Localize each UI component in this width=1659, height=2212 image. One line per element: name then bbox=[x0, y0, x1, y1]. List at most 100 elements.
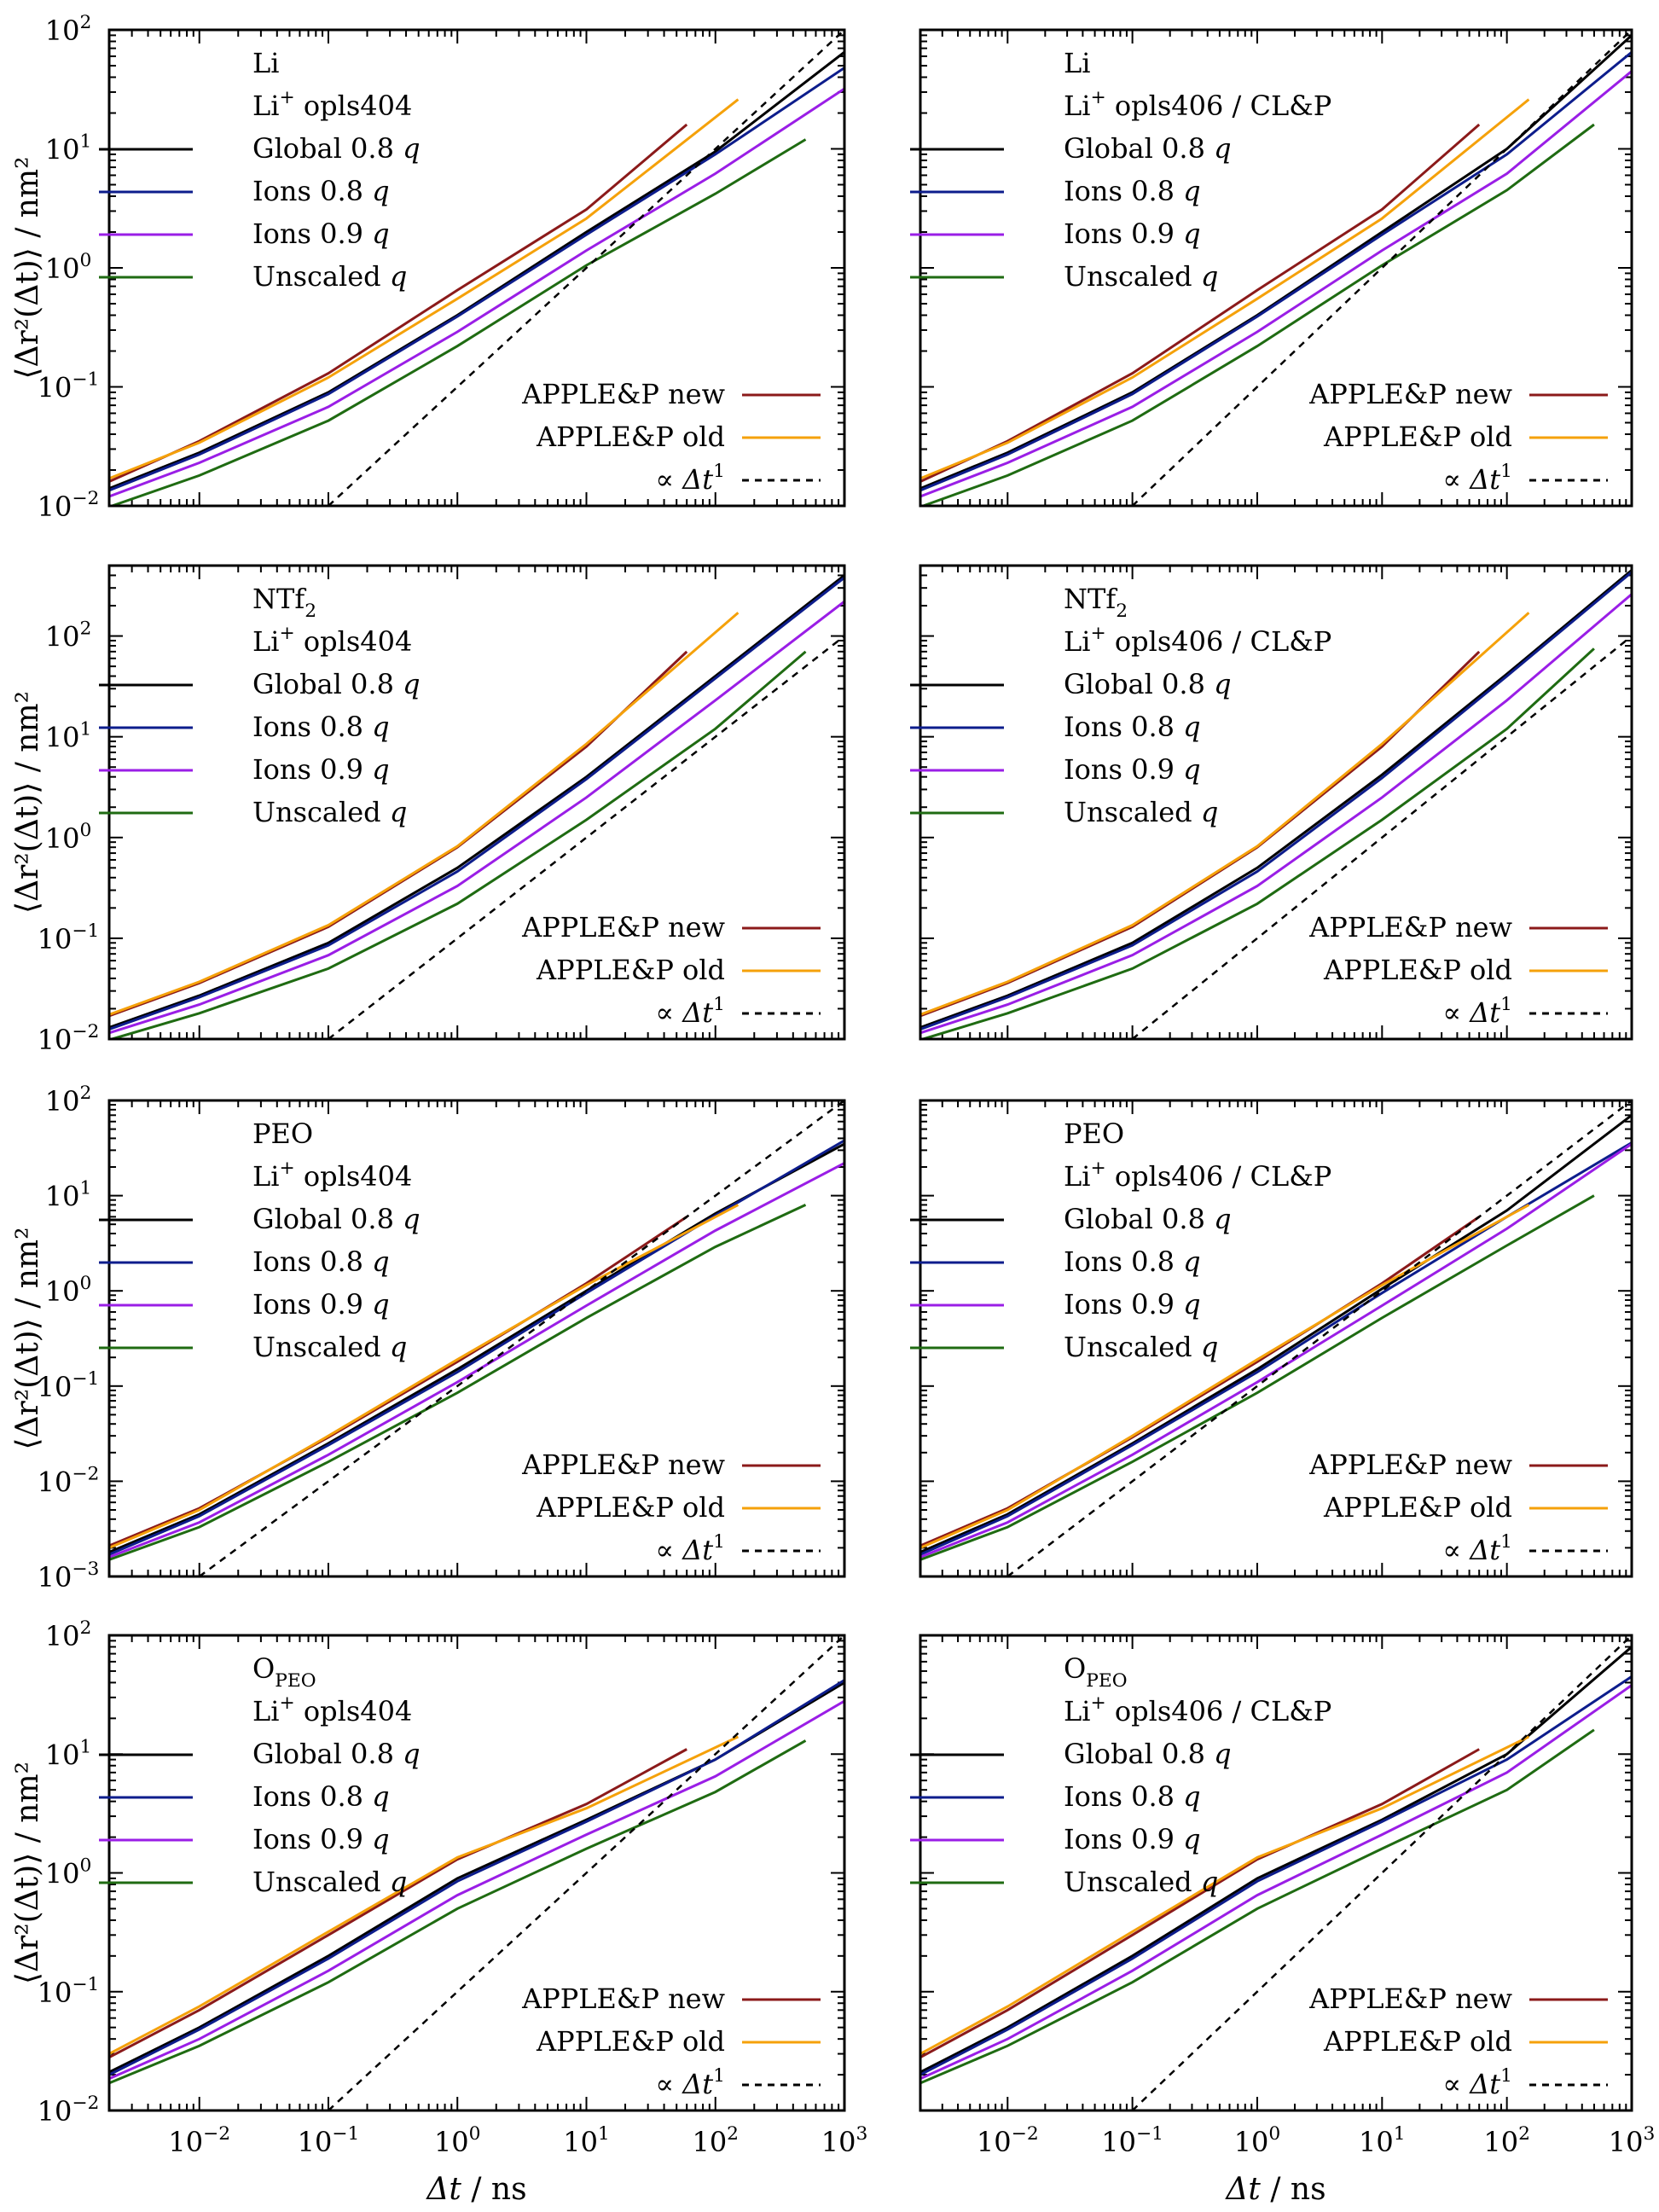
legend-bottom: APPLE&P new APPLE&P old ∝ Δt1 bbox=[521, 1983, 821, 2100]
series-line-6 bbox=[1006, 1100, 1632, 1576]
x-tick-label: 101 bbox=[1359, 2123, 1406, 2158]
plot-frame bbox=[107, 28, 846, 508]
x-tick-label: 102 bbox=[1483, 2123, 1530, 2158]
series-line-5 bbox=[109, 1735, 740, 2055]
legend-label: ∝ Δt1 bbox=[655, 1531, 725, 1566]
y-tick-label: 102 bbox=[45, 1617, 92, 1652]
y-tick-label: 100 bbox=[45, 1273, 92, 1308]
legend-bottom: APPLE&P new APPLE&P old ∝ Δt1 bbox=[1308, 911, 1608, 1029]
legend-label: Global 0.8 q bbox=[252, 668, 421, 700]
legend-label: Global 0.8 q bbox=[252, 132, 421, 165]
panel-title: Li bbox=[1064, 47, 1090, 79]
legend-bottom: APPLE&P new APPLE&P old ∝ Δt1 bbox=[1308, 1983, 1608, 2100]
y-axis-label: ⟨Δr²(Δt)⟩ / nm² bbox=[10, 1227, 45, 1449]
legend-label: APPLE&P old bbox=[1323, 2025, 1512, 2058]
plot-frame bbox=[107, 564, 846, 1041]
legend-label: Ions 0.8 q bbox=[252, 1245, 390, 1278]
panel-subtitle: Li+ opls406 / CL&P bbox=[1064, 1158, 1331, 1193]
legend-label: APPLE&P old bbox=[536, 1491, 725, 1524]
series-line-4 bbox=[109, 1216, 688, 1547]
panel-title: PEO bbox=[252, 1118, 313, 1150]
series-line-3 bbox=[920, 1728, 1595, 2085]
series-line-2 bbox=[109, 1699, 844, 2081]
legend-label: APPLE&P new bbox=[1308, 911, 1512, 943]
legend-label: Ions 0.9 q bbox=[252, 218, 390, 250]
series-line-4 bbox=[920, 1216, 1481, 1547]
panel-1: 10−2 10−1 100 101 102 ⟨Δr²(Δt)⟩ / nm² Li Li+ op… bbox=[10, 12, 846, 523]
legend-label: Ions 0.8 q bbox=[1064, 1245, 1201, 1278]
legend-label: Global 0.8 q bbox=[1064, 1738, 1232, 1770]
series-line-2 bbox=[109, 87, 844, 498]
panel-title: NTf2 bbox=[252, 583, 316, 622]
series-line-1 bbox=[920, 50, 1632, 492]
legend-label: Ions 0.9 q bbox=[1064, 218, 1201, 250]
series-line-6 bbox=[328, 635, 844, 1039]
x-axis-label: Δt / ns bbox=[425, 2172, 526, 2207]
legend-label: Ions 0.8 q bbox=[1064, 175, 1201, 207]
panel-subtitle: Li+ opls406 / CL&P bbox=[1064, 87, 1331, 122]
legend-label: Global 0.8 q bbox=[1064, 1203, 1232, 1235]
series-line-1 bbox=[109, 67, 844, 492]
x-tick-label: 101 bbox=[563, 2123, 610, 2158]
legend-label: APPLE&P old bbox=[536, 954, 725, 986]
legend-label: Ions 0.8 q bbox=[1064, 711, 1201, 743]
y-axis-label: ⟨Δr²(Δt)⟩ / nm² bbox=[10, 1762, 45, 1984]
legend-label: Ions 0.9 q bbox=[1064, 1823, 1201, 1855]
panel-7: 10−2 10−1 100 101 102 103 Δt / ns 10−2 10−1 100 10… bbox=[10, 1617, 867, 2207]
legend-bottom: APPLE&P new APPLE&P old ∝ Δt1 bbox=[521, 378, 821, 496]
y-axis-label: ⟨Δr²(Δt)⟩ / nm² bbox=[10, 691, 45, 914]
panel-3: 10−2 10−1 100 101 102 ⟨Δr²(Δt)⟩ / nm² NTf2Li+ … bbox=[10, 564, 846, 1056]
legend-label: Unscaled q bbox=[1064, 1331, 1218, 1363]
legend-label: APPLE&P new bbox=[1308, 378, 1512, 410]
legend-label: ∝ Δt1 bbox=[1442, 2065, 1512, 2100]
legend-label: Ions 0.8 q bbox=[252, 1780, 390, 1813]
series-line-1 bbox=[109, 576, 844, 1031]
series-line-3 bbox=[109, 1739, 807, 2085]
panel-subtitle: Li+ opls404 bbox=[252, 1692, 412, 1727]
series-line-0 bbox=[109, 50, 844, 490]
legend-label: Ions 0.8 q bbox=[252, 175, 390, 207]
legend-top: Global 0.8 q Ions 0.8 q Ions 0.9 q Unscaled… bbox=[99, 132, 421, 293]
series-line-3 bbox=[109, 138, 807, 506]
y-tick-label: 101 bbox=[45, 719, 92, 754]
y-tick-label: 10−2 bbox=[38, 1463, 100, 1498]
legend-label: Unscaled q bbox=[252, 796, 407, 828]
panel-5: 10−3 10−2 10−1 100 101 102 ⟨Δr²(Δt)⟩ / nm² PEO L… bbox=[10, 1083, 846, 1594]
y-tick-label: 100 bbox=[45, 250, 92, 285]
legend-bottom: APPLE&P new APPLE&P old ∝ Δt1 bbox=[1308, 378, 1608, 496]
legend-label: APPLE&P old bbox=[1323, 1491, 1512, 1524]
legend-label: Ions 0.8 q bbox=[1064, 1780, 1201, 1813]
y-tick-label: 102 bbox=[45, 1083, 92, 1118]
legend-top: Global 0.8 q Ions 0.8 q Ions 0.9 q Unscaled… bbox=[910, 1738, 1232, 1898]
legend-label: APPLE&P old bbox=[1323, 954, 1512, 986]
plot-frame bbox=[919, 1634, 1633, 2112]
series-line-6 bbox=[328, 1635, 844, 2110]
series-line-2 bbox=[109, 1162, 844, 1559]
legend-label: ∝ Δt1 bbox=[1442, 1531, 1512, 1566]
series-line-5 bbox=[109, 612, 740, 1016]
y-tick-label: 10−1 bbox=[38, 369, 100, 404]
legend-label: Unscaled q bbox=[1064, 1866, 1218, 1898]
series-line-2 bbox=[920, 70, 1632, 498]
x-tick-label: 10−2 bbox=[977, 2123, 1039, 2158]
y-tick-label: 10−2 bbox=[38, 488, 100, 523]
panel-title: Li bbox=[252, 47, 279, 79]
legend-top: Global 0.8 q Ions 0.8 q Ions 0.9 q Unscaled… bbox=[910, 132, 1232, 293]
y-tick-label: 102 bbox=[45, 618, 92, 653]
panel-subtitle: Li+ opls404 bbox=[252, 87, 412, 122]
legend-label: APPLE&P old bbox=[536, 2025, 725, 2058]
legend-top: Global 0.8 q Ions 0.8 q Ions 0.9 q Unscaled… bbox=[99, 668, 421, 828]
legend-label: ∝ Δt1 bbox=[655, 461, 725, 496]
series-line-6 bbox=[198, 1100, 844, 1576]
plot-frame bbox=[919, 1099, 1633, 1578]
legend-label: Global 0.8 q bbox=[252, 1738, 421, 1770]
x-axis-label: Δt / ns bbox=[1224, 2172, 1325, 2207]
series-line-3 bbox=[920, 1194, 1595, 1561]
legend-bottom: APPLE&P new APPLE&P old ∝ Δt1 bbox=[521, 1449, 821, 1566]
series-line-1 bbox=[920, 571, 1632, 1031]
y-tick-label: 101 bbox=[45, 1736, 92, 1771]
legend-top: Global 0.8 q Ions 0.8 q Ions 0.9 q Unscaled… bbox=[99, 1738, 421, 1898]
plot-frame bbox=[107, 1099, 846, 1578]
